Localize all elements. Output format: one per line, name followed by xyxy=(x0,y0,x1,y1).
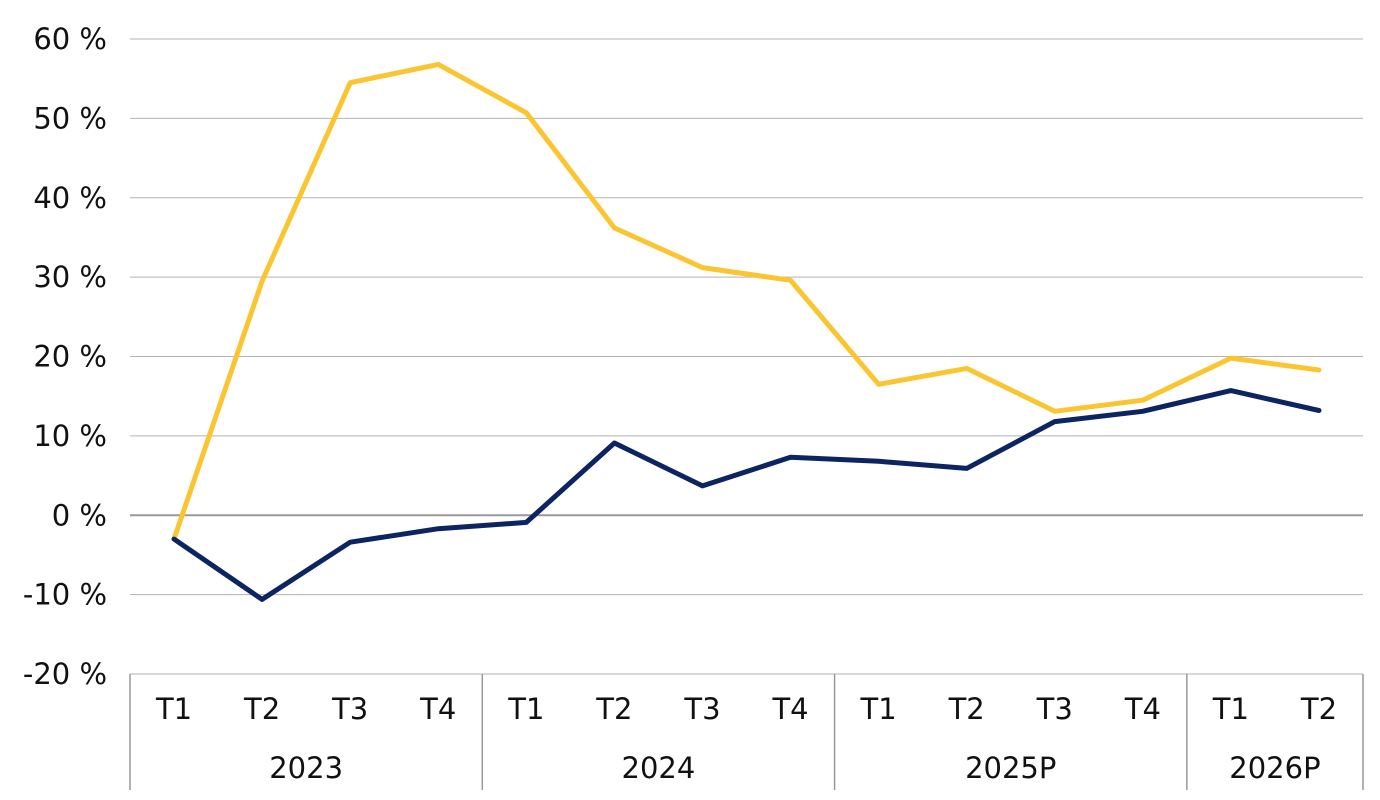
series-lines xyxy=(171,61,1322,602)
series-line-1 xyxy=(171,61,1322,542)
gridlines xyxy=(130,38,1363,675)
x-tick-label: T4 xyxy=(419,692,456,726)
x-tick-label: T2 xyxy=(1300,692,1337,726)
y-tick-label: 40 % xyxy=(33,181,107,215)
x-tick-label: T2 xyxy=(595,692,632,726)
x-tick-label: T1 xyxy=(155,692,192,726)
y-tick-label: -10 % xyxy=(23,578,107,612)
y-tick-label: 30 % xyxy=(33,260,107,294)
x-tick-label: T1 xyxy=(860,692,897,726)
x-axis: T1 T2 T3 T4 T1 T2 T3 T4 T1 T2 T3 T4 T1 T2 2023 2024 2025… xyxy=(129,674,1364,790)
x-tick-label: T3 xyxy=(1036,692,1073,726)
x-tick-label: T2 xyxy=(948,692,985,726)
x-tick-label: T3 xyxy=(331,692,368,726)
x-tick-label: T1 xyxy=(1212,692,1249,726)
series-line-2 xyxy=(171,388,1322,602)
y-tick-label: 60 % xyxy=(33,22,107,56)
x-group-label: 2026P xyxy=(1229,751,1320,785)
y-tick-label: -20 % xyxy=(23,657,107,691)
x-tick-label: T4 xyxy=(771,692,808,726)
x-group-label: 2025P xyxy=(965,751,1056,785)
x-group-label: 2023 xyxy=(269,751,343,785)
x-tick-label: T2 xyxy=(243,692,280,726)
y-tick-label: 0 % xyxy=(52,498,107,532)
y-tick-label: 10 % xyxy=(33,419,107,453)
y-axis-ticks: 60 % 50 % 40 % 30 % 20 % 10 % 0 % -10 % -20 % xyxy=(23,22,107,691)
x-group-label: 2024 xyxy=(622,751,696,785)
x-tick-label: T4 xyxy=(1124,692,1161,726)
y-tick-label: 50 % xyxy=(33,101,107,135)
x-tick-label: T1 xyxy=(507,692,544,726)
x-tick-label: T3 xyxy=(683,692,720,726)
y-tick-label: 20 % xyxy=(33,340,107,374)
